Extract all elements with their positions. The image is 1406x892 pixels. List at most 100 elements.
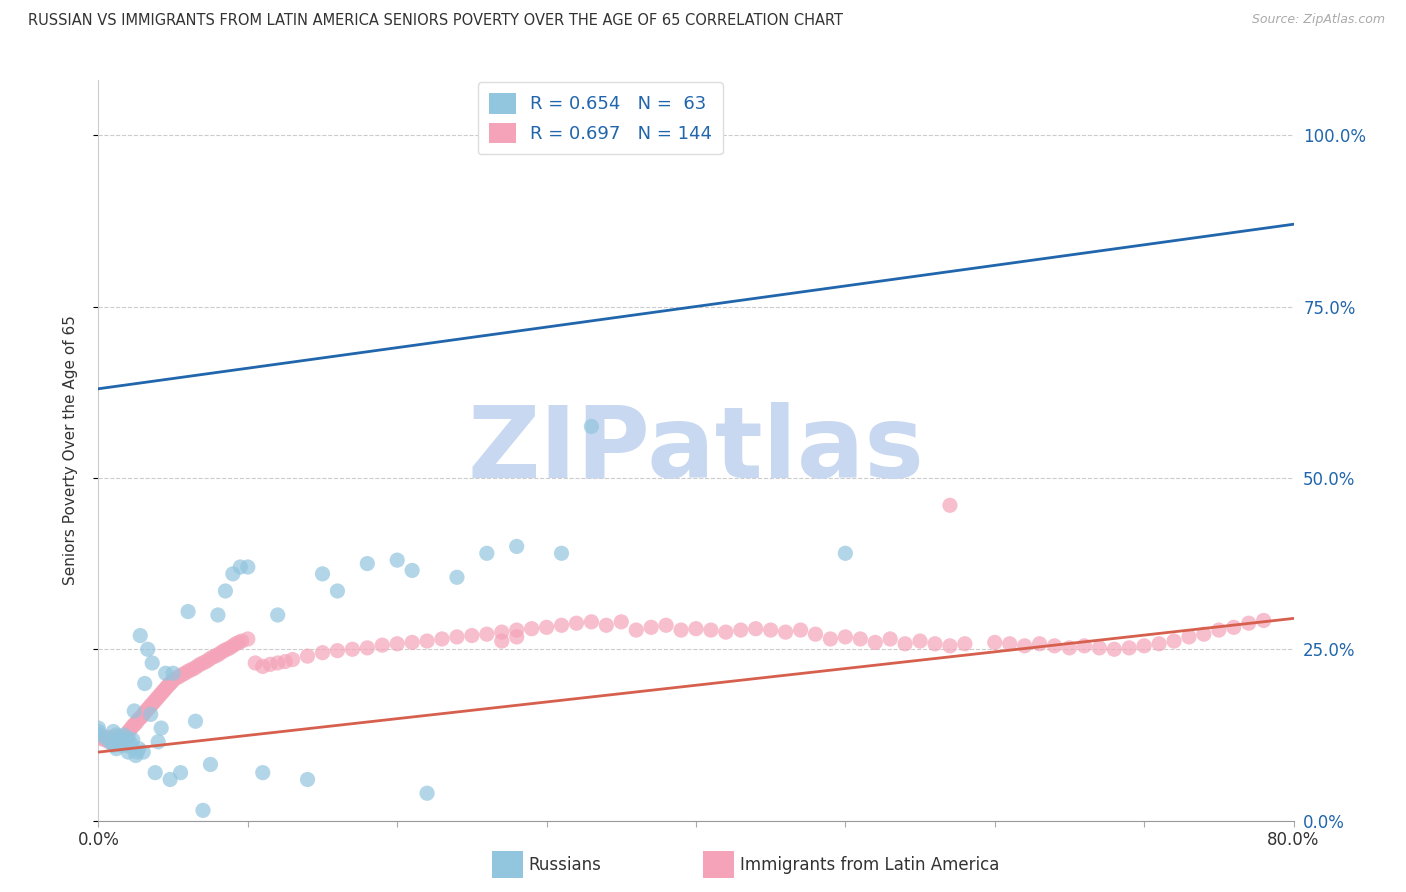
Point — [131, 709, 153, 723]
Point — [114, 738, 136, 752]
Text: Immigrants from Latin America: Immigrants from Latin America — [740, 856, 998, 874]
Point — [110, 731, 132, 746]
Point — [207, 648, 229, 662]
Point — [156, 680, 179, 694]
Point — [759, 623, 782, 637]
Point — [93, 732, 115, 747]
Y-axis label: Seniors Poverty Over the Age of 65: Seniors Poverty Over the Age of 65 — [63, 316, 77, 585]
Text: ZIPatlas: ZIPatlas — [468, 402, 924, 499]
Point — [209, 646, 232, 660]
Point — [1028, 637, 1050, 651]
Point — [136, 642, 159, 657]
Point — [215, 642, 238, 657]
Point — [94, 730, 117, 744]
Point — [153, 683, 176, 698]
Point — [229, 560, 252, 574]
Point — [491, 625, 513, 640]
Point — [162, 673, 184, 687]
Point — [100, 735, 122, 749]
Point — [326, 584, 349, 599]
Legend: R = 0.654   N =  63, R = 0.697   N = 144: R = 0.654 N = 63, R = 0.697 N = 144 — [478, 82, 723, 154]
Point — [184, 714, 207, 729]
Point — [174, 666, 197, 681]
Point — [214, 584, 236, 599]
Point — [626, 623, 648, 637]
Point — [101, 731, 124, 746]
Point — [105, 731, 128, 746]
Point — [446, 630, 468, 644]
Point — [1059, 640, 1081, 655]
Point — [117, 724, 139, 739]
Point — [105, 728, 128, 742]
Point — [834, 546, 856, 560]
Point — [228, 635, 250, 649]
Point — [111, 730, 134, 744]
Point — [132, 745, 155, 759]
Point — [1118, 640, 1140, 655]
Point — [139, 698, 162, 713]
Point — [100, 732, 122, 747]
Point — [191, 656, 214, 670]
Point — [118, 739, 141, 754]
Point — [198, 652, 221, 666]
Point — [311, 566, 333, 581]
Point — [1133, 639, 1156, 653]
Point — [565, 616, 588, 631]
Point — [581, 419, 603, 434]
Point — [581, 615, 603, 629]
Point — [222, 566, 245, 581]
Point — [222, 639, 245, 653]
Point — [159, 772, 181, 787]
Point — [252, 765, 274, 780]
Point — [908, 634, 931, 648]
Point — [259, 657, 281, 672]
Point — [475, 627, 498, 641]
Point — [236, 632, 259, 646]
Point — [640, 620, 662, 634]
Point — [297, 649, 319, 664]
Point — [834, 630, 856, 644]
Point — [356, 640, 378, 655]
Point — [134, 676, 156, 690]
Point — [219, 640, 242, 655]
Point — [87, 721, 110, 735]
Point — [401, 563, 423, 577]
Point — [121, 732, 143, 747]
Point — [159, 676, 181, 690]
Point — [103, 730, 125, 744]
Point — [849, 632, 872, 646]
Point — [804, 627, 827, 641]
Point — [128, 741, 150, 756]
Point — [111, 735, 134, 749]
Point — [157, 678, 180, 692]
Point — [112, 732, 135, 747]
Point — [879, 632, 901, 646]
Point — [143, 765, 166, 780]
Point — [162, 666, 184, 681]
Point — [177, 664, 200, 678]
Point — [188, 657, 211, 672]
Point — [117, 745, 139, 759]
Point — [461, 629, 484, 643]
Point — [108, 732, 131, 747]
Point — [745, 622, 768, 636]
Point — [124, 717, 146, 731]
Text: Source: ZipAtlas.com: Source: ZipAtlas.com — [1251, 13, 1385, 27]
Point — [103, 724, 125, 739]
Point — [107, 730, 129, 744]
Point — [177, 605, 200, 619]
Point — [115, 735, 138, 749]
Point — [924, 637, 946, 651]
Point — [186, 659, 208, 673]
Point — [595, 618, 617, 632]
Point — [536, 620, 558, 634]
Point — [121, 719, 143, 733]
Point — [87, 728, 110, 742]
Point — [207, 607, 229, 622]
Point — [103, 738, 125, 752]
Point — [371, 638, 394, 652]
Point — [231, 634, 253, 648]
Point — [311, 646, 333, 660]
Point — [1043, 639, 1066, 653]
Point — [939, 498, 962, 512]
